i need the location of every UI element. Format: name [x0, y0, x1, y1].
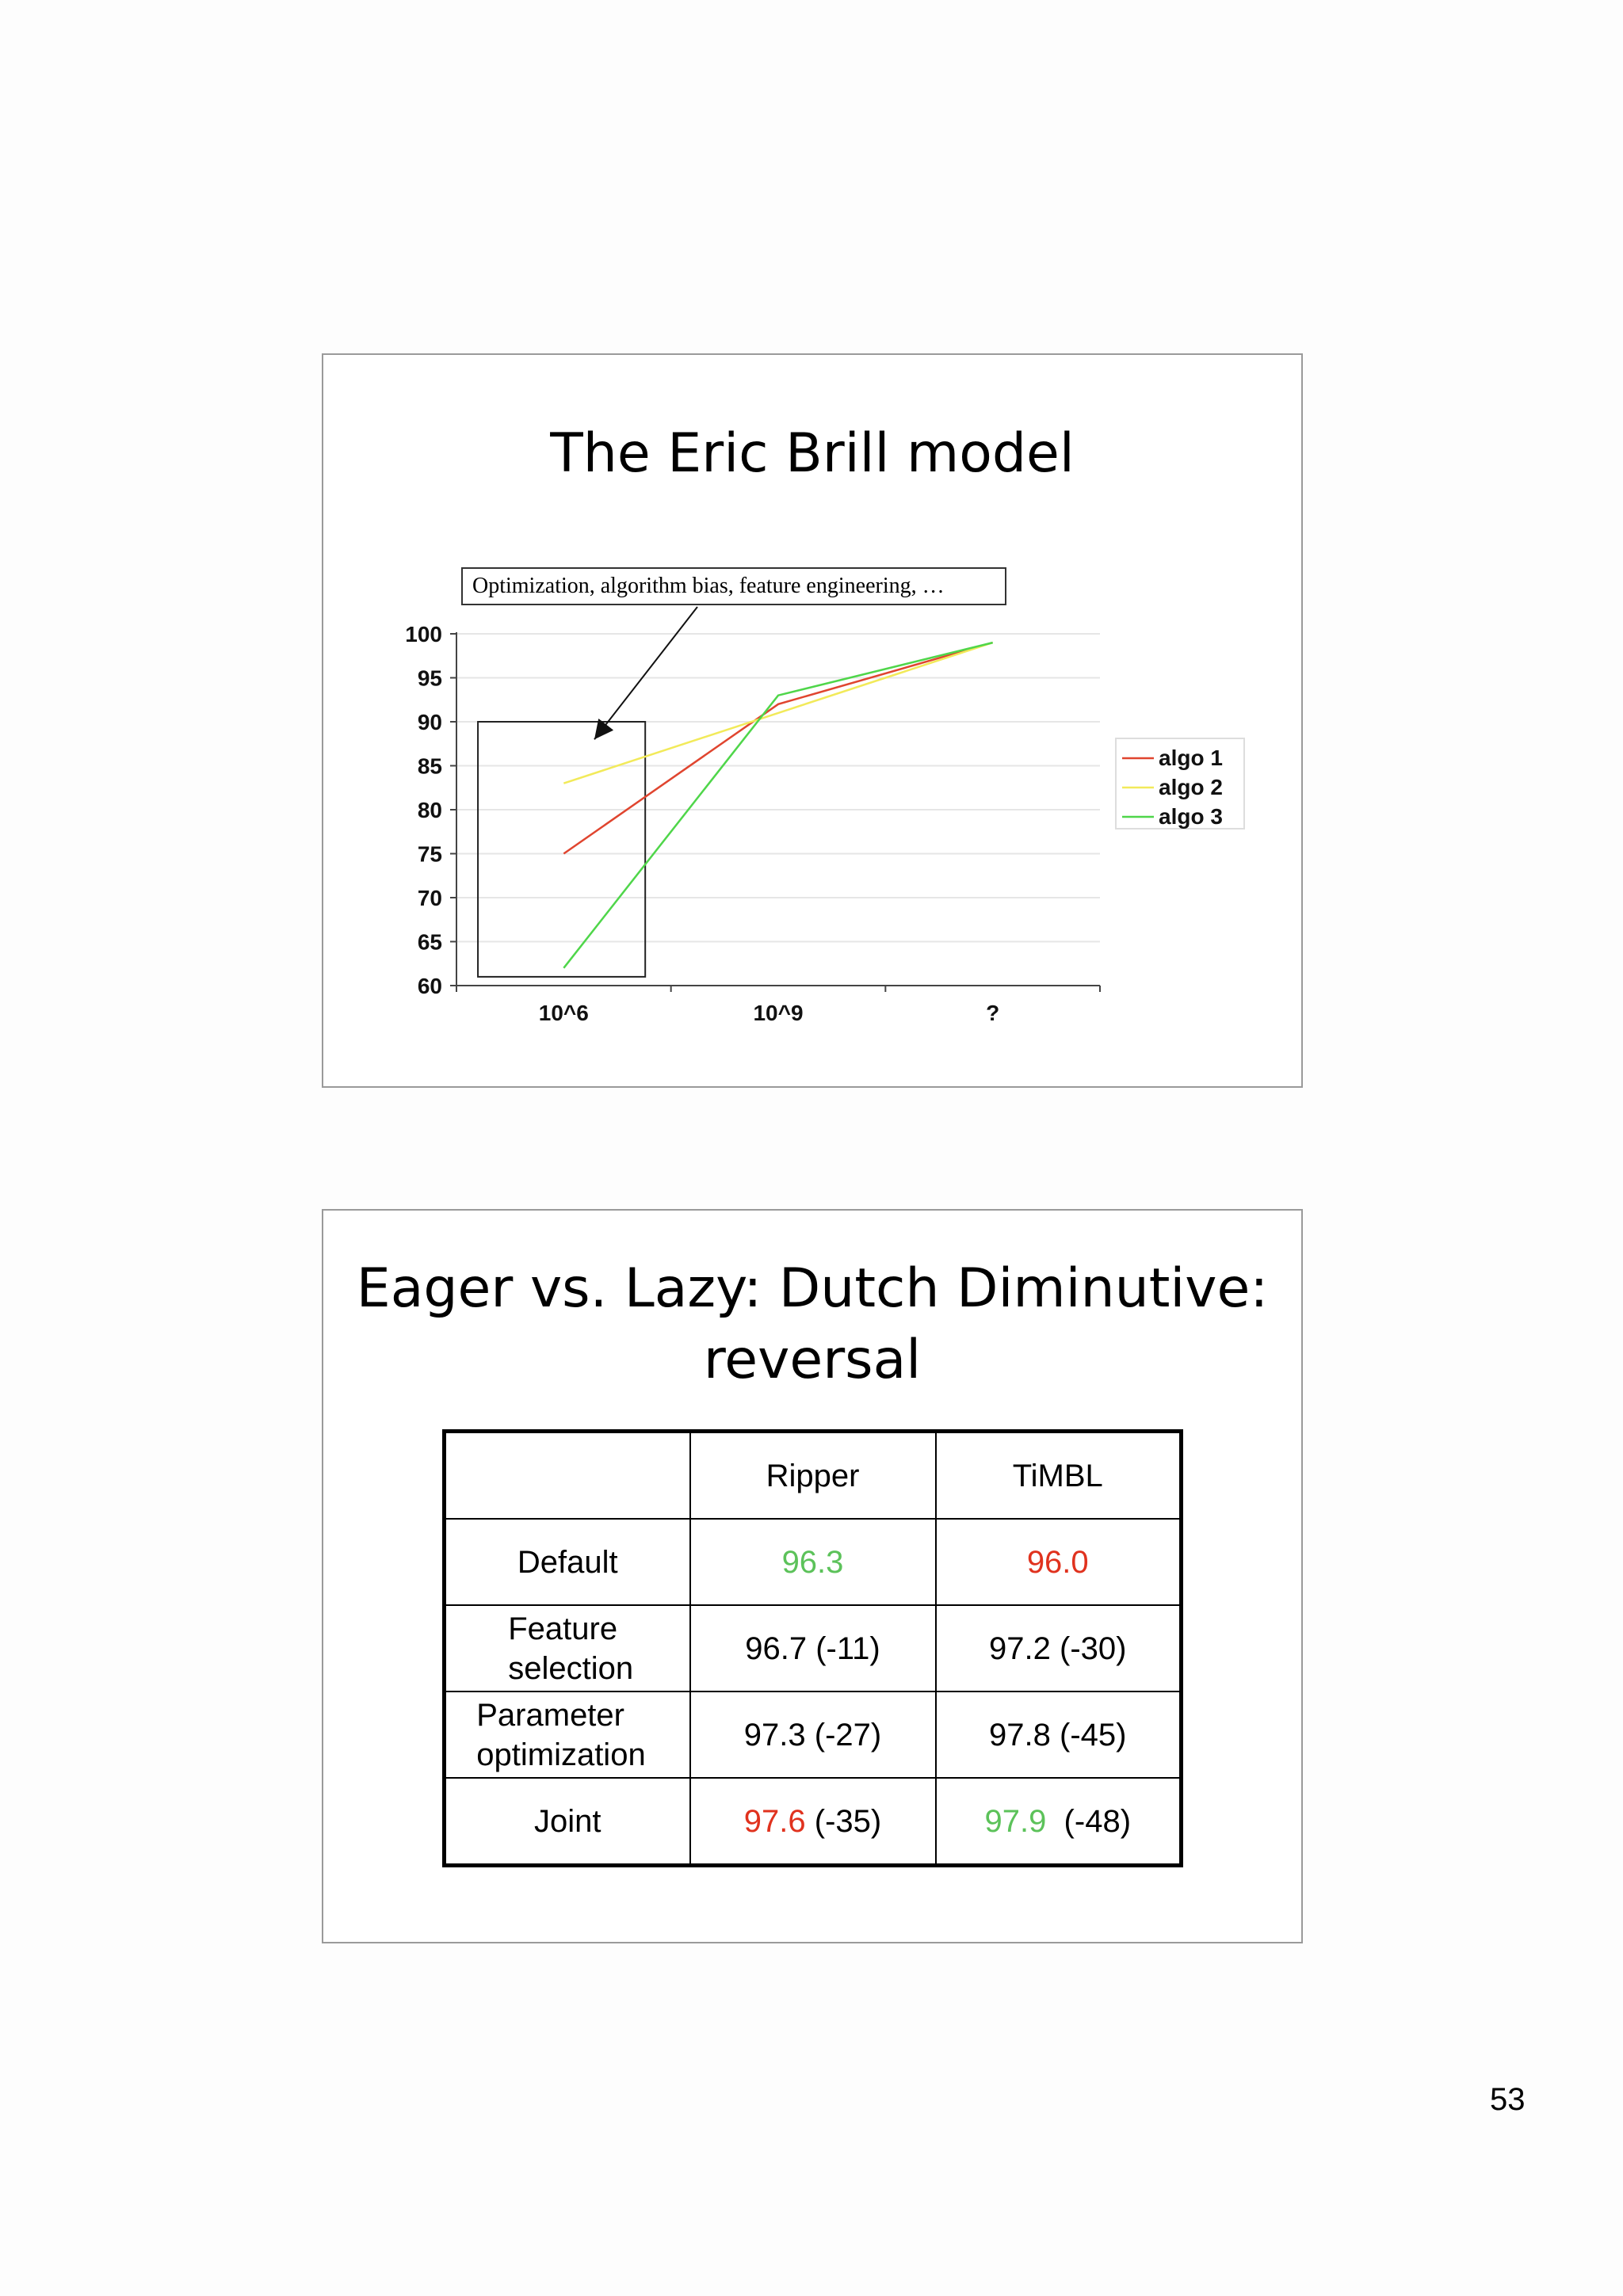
table-header-row: Ripper TiMBL	[443, 1430, 1182, 1520]
table-cell: 97.9 (-48)	[934, 1777, 1182, 1867]
table-cell: 97.8 (-45)	[934, 1691, 1182, 1779]
table-header-cell: Ripper	[689, 1430, 937, 1520]
series-line	[563, 641, 994, 855]
table-cell: 97.2 (-30)	[934, 1604, 1182, 1692]
slide-title-line-1: Eager vs. Lazy: Dutch Diminutive:	[356, 1257, 1269, 1320]
row-label: Parameter optimization	[443, 1691, 691, 1779]
table-cell: 97.3 (-27)	[689, 1691, 937, 1779]
cell-suffix: (-35)	[805, 1803, 882, 1839]
cell-value: 97.9	[984, 1803, 1047, 1839]
table-cell: 97.6 (-35)	[689, 1777, 937, 1867]
y-tick-label: 70	[418, 886, 442, 910]
cell-value: 97.6	[743, 1803, 806, 1839]
y-tick-label: 65	[418, 930, 442, 955]
table-cell: 96.0	[934, 1518, 1182, 1606]
row-label: Feature selection	[443, 1604, 691, 1692]
table-row: Parameter optimization 97.3 (-27) 97.8 (…	[443, 1691, 1182, 1779]
x-tick-label: ?	[986, 1001, 999, 1025]
table-row: Feature selection 96.7 (-11) 97.2 (-30)	[443, 1604, 1182, 1692]
y-tick-label: 95	[418, 666, 442, 691]
table-row: Joint 97.6 (-35) 97.9 (-48)	[443, 1777, 1182, 1867]
highlight-box	[477, 721, 647, 978]
table-header-cell: TiMBL	[934, 1430, 1182, 1520]
slide-title: The Eric Brill model	[550, 422, 1075, 485]
cell-value: 96.0	[1026, 1544, 1089, 1580]
y-tick-label: 80	[418, 798, 442, 822]
y-tick-label: 60	[418, 974, 442, 998]
row-label: Joint	[443, 1777, 691, 1867]
line-chart: 100 95 90 85 80 75 70 65 60 10^6 10^9 ? algo 1 algo 2…	[405, 606, 1245, 1025]
legend-label: algo 3	[1159, 804, 1223, 829]
y-tick-label: 90	[418, 710, 442, 734]
series-line	[563, 641, 993, 969]
legend-label: algo 1	[1159, 746, 1223, 770]
table-header-cell	[443, 1430, 691, 1520]
table-cell: 96.3	[689, 1518, 937, 1606]
x-tick-label: 10^9	[753, 1001, 803, 1025]
table-row: Default 96.3 96.0	[443, 1518, 1182, 1606]
page-number: 53	[1490, 2082, 1526, 2117]
slide-eager-vs-lazy: Eager vs. Lazy: Dutch Diminutive: revers…	[322, 1209, 1303, 1943]
cell-value: 96.3	[781, 1544, 844, 1580]
results-table: Ripper TiMBL Default 96.3 96.0 Feature s…	[442, 1429, 1183, 1867]
series-line	[563, 641, 994, 784]
slide-title: Eager vs. Lazy: Dutch Diminutive: revers…	[323, 1253, 1301, 1396]
slide-title-line-2: reversal	[703, 1329, 922, 1391]
y-tick-label: 85	[418, 754, 442, 779]
y-tick-label: 100	[405, 622, 442, 646]
row-label: Default	[443, 1518, 691, 1606]
y-tick-label: 75	[418, 842, 442, 867]
cell-suffix: (-48)	[1046, 1803, 1132, 1839]
legend-label: algo 2	[1159, 775, 1223, 799]
table-cell: 96.7 (-11)	[689, 1604, 937, 1692]
annotation-arrow	[594, 606, 698, 740]
legend-box	[1115, 738, 1245, 830]
x-tick-label: 10^6	[539, 1001, 589, 1025]
chart-annotation: Optimization, algorithm bias, feature en…	[461, 567, 1006, 605]
slide-eric-brill: The Eric Brill model 100 95 90 85 80 75 70 65 60…	[322, 353, 1303, 1088]
